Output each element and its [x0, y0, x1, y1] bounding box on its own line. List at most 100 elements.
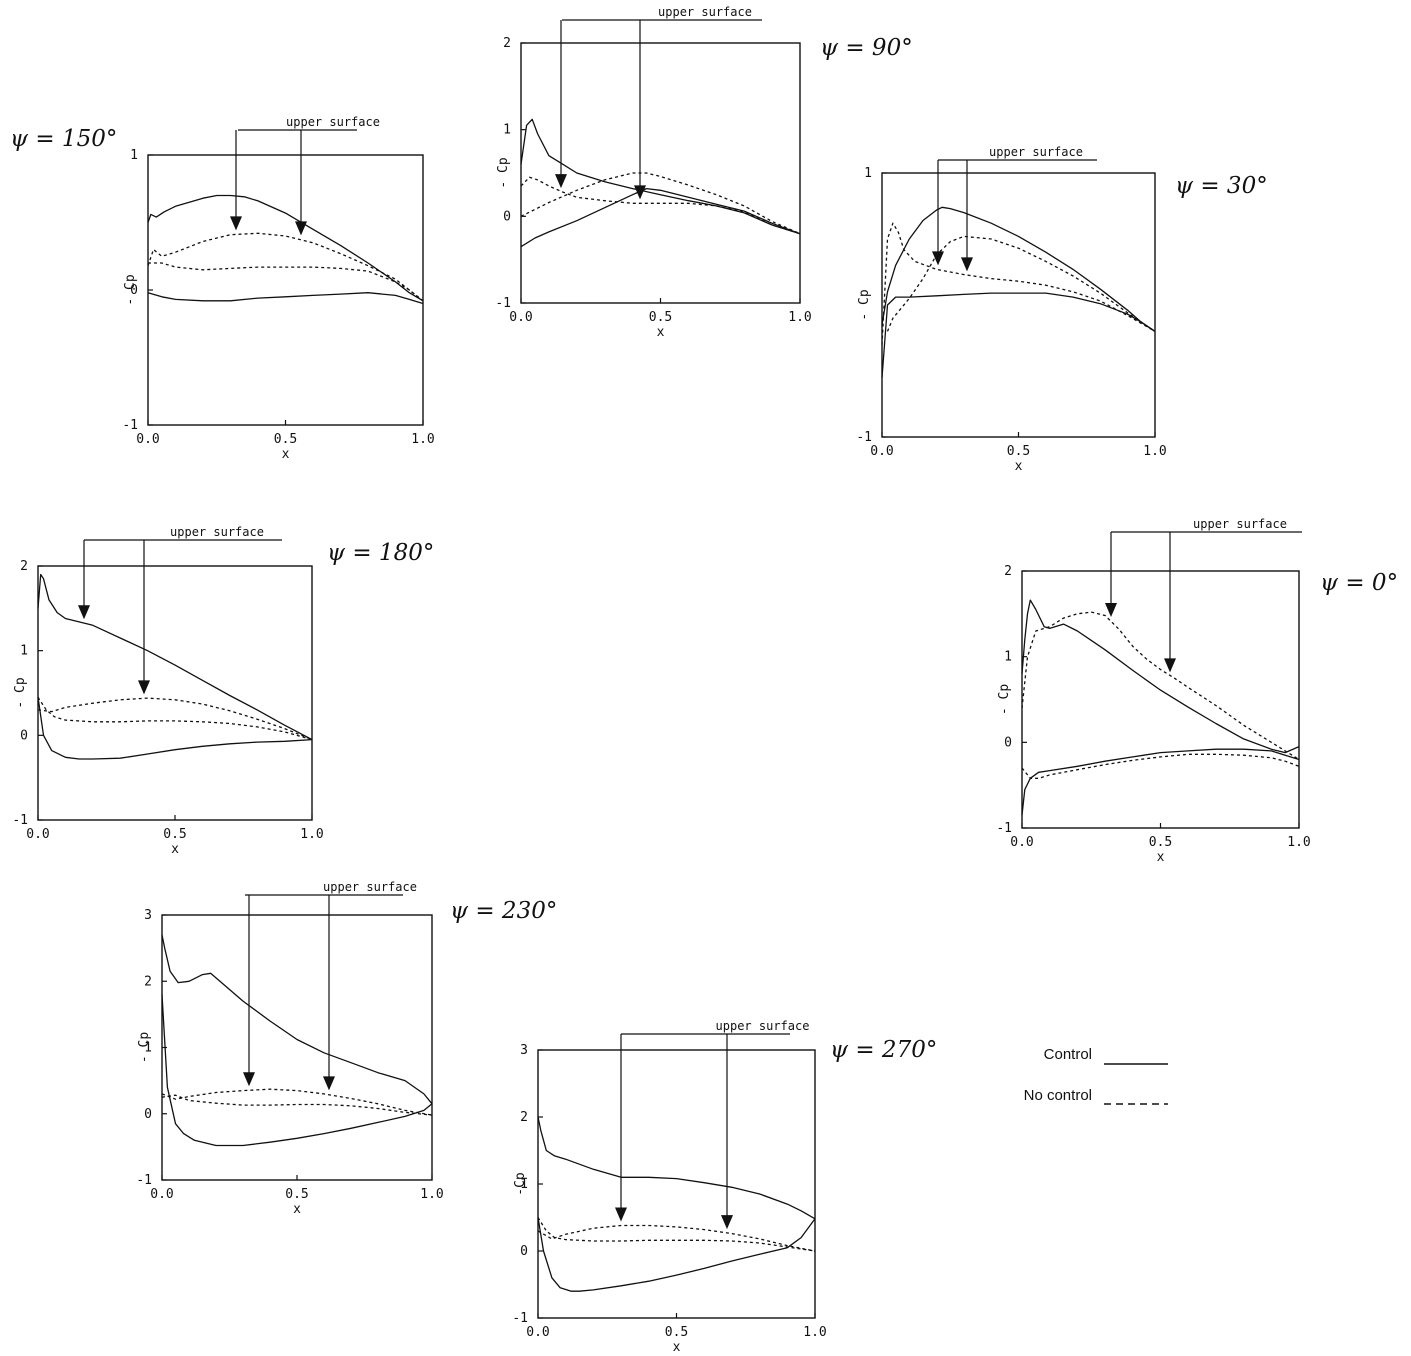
y-tick-label: 1 [503, 123, 511, 138]
control-curve [161, 934, 433, 1105]
legend: Control No control [1024, 1046, 1168, 1105]
x-tick-label: 1.0 [411, 432, 434, 447]
no-control-curve [148, 262, 424, 302]
y-tick-label: 1 [864, 166, 872, 181]
panel-psi90: 2 1 0 -10.0 0.5 1.0 x - Cp ψ = 90° upper surface [495, 5, 912, 340]
panel-title: ψ = 90° [820, 35, 913, 61]
control-curve [161, 994, 433, 1147]
arrowhead-icon [555, 174, 567, 189]
control-curve [1021, 599, 1300, 754]
y-tick-label: 0 [1004, 735, 1012, 750]
y-tick-label: 2 [520, 1110, 528, 1125]
x-axis-label: x [1015, 459, 1023, 474]
x-axis-label: x [1157, 850, 1165, 865]
no-control-curve [161, 1094, 433, 1116]
y-tick-label: -1 [996, 821, 1012, 836]
plot-frame [37, 565, 313, 821]
control-curve [37, 697, 313, 760]
x-axis-label: x [282, 447, 290, 462]
x-tick-label: 0.0 [26, 827, 49, 842]
x-axis-label: x [293, 1202, 301, 1217]
plot-frame [520, 42, 801, 304]
y-tick-label: 1 [144, 1041, 152, 1056]
y-tick-label: 0 [520, 1244, 528, 1259]
x-tick-label: 0.5 [649, 310, 672, 325]
control-curve [537, 1217, 816, 1292]
panel-title: ψ = 230° [450, 898, 557, 924]
control-curve [537, 1116, 816, 1220]
arrowhead-icon [932, 251, 944, 266]
control-curve [881, 206, 1156, 332]
x-tick-label: 0.5 [665, 1325, 688, 1340]
arrowhead-icon [615, 1207, 627, 1222]
upper-surface-label: upper surface [989, 145, 1083, 159]
panel-title: ψ = 180° [327, 540, 434, 566]
no-control-curve [520, 172, 801, 235]
y-tick-label: 1 [520, 1177, 528, 1192]
upper-surface-label: upper surface [170, 525, 264, 539]
control-curve [147, 194, 424, 302]
no-control-curve [37, 697, 313, 741]
x-tick-label: 0.5 [163, 827, 186, 842]
arrowhead-icon [243, 1072, 255, 1087]
y-tick-label: -1 [856, 430, 872, 445]
x-tick-label: 0.0 [136, 432, 159, 447]
plot-frame [881, 172, 1156, 438]
upper-surface-label: upper surface [1193, 517, 1287, 531]
x-tick-label: 0.0 [509, 310, 532, 325]
no-control-curve [537, 1224, 816, 1252]
x-tick-label: 0.0 [1010, 835, 1033, 850]
y-axis-label: - Cp [997, 684, 1012, 715]
y-tick-label: 0 [144, 1107, 152, 1122]
legend-nocontrol-label: No control [1024, 1087, 1092, 1104]
x-axis-label: x [171, 842, 179, 857]
y-tick-label: -1 [136, 1173, 152, 1188]
plot-frame [161, 914, 433, 1181]
no-control-curve [37, 696, 313, 741]
x-tick-label: 0.5 [1007, 444, 1030, 459]
y-tick-label: 2 [1004, 564, 1012, 579]
plot-frame [537, 1049, 816, 1319]
no-control-curve [1021, 753, 1300, 779]
upper-surface-label: upper surface [286, 115, 380, 129]
x-tick-label: 1.0 [1287, 835, 1310, 850]
y-tick-label: 3 [520, 1043, 528, 1058]
control-curve [1021, 748, 1300, 816]
y-axis-label: -Cp [513, 1172, 528, 1196]
x-tick-label: 1.0 [788, 310, 811, 325]
x-tick-label: 1.0 [420, 1187, 443, 1202]
arrowhead-icon [78, 605, 90, 620]
panel-psi270: 3 2 1 0 -10.0 0.5 1.0 x -Cp ψ = 270° upper surface [512, 1019, 937, 1355]
panel-psi0: 2 1 0 -10.0 0.5 1.0 x - Cp ψ = 0° upper surface [996, 517, 1398, 865]
arrowhead-icon [634, 185, 646, 200]
y-tick-label: 0 [20, 728, 28, 743]
x-tick-label: 0.5 [1149, 835, 1172, 850]
no-control-curve [1021, 611, 1300, 761]
x-tick-label: 0.5 [274, 432, 297, 447]
y-axis-label: - Cp [123, 274, 138, 305]
x-tick-label: 0.5 [285, 1187, 308, 1202]
arrowhead-icon [721, 1215, 733, 1230]
upper-surface-label: upper surface [658, 5, 752, 19]
y-tick-label: -1 [122, 418, 138, 433]
upper-surface-label: upper surface [716, 1019, 810, 1033]
y-tick-label: 2 [503, 36, 511, 51]
arrowhead-icon [295, 221, 307, 236]
x-tick-label: 1.0 [803, 1325, 826, 1340]
y-tick-label: 0 [503, 209, 511, 224]
panel-title: ψ = 0° [1320, 570, 1398, 596]
panel-title: ψ = 270° [830, 1037, 937, 1063]
y-tick-label: 2 [144, 974, 152, 989]
y-tick-label: 2 [20, 559, 28, 574]
x-axis-label: x [673, 1340, 681, 1355]
no-control-curve [147, 232, 424, 302]
panel-title: ψ = 30° [1175, 173, 1268, 199]
y-axis-label: - Cp [857, 289, 872, 320]
control-curve [37, 573, 313, 741]
no-control-curve [537, 1217, 816, 1252]
arrowhead-icon [961, 257, 973, 272]
control-curve [881, 292, 1156, 378]
y-axis-label: - Cp [13, 677, 28, 708]
x-tick-label: 0.0 [150, 1187, 173, 1202]
